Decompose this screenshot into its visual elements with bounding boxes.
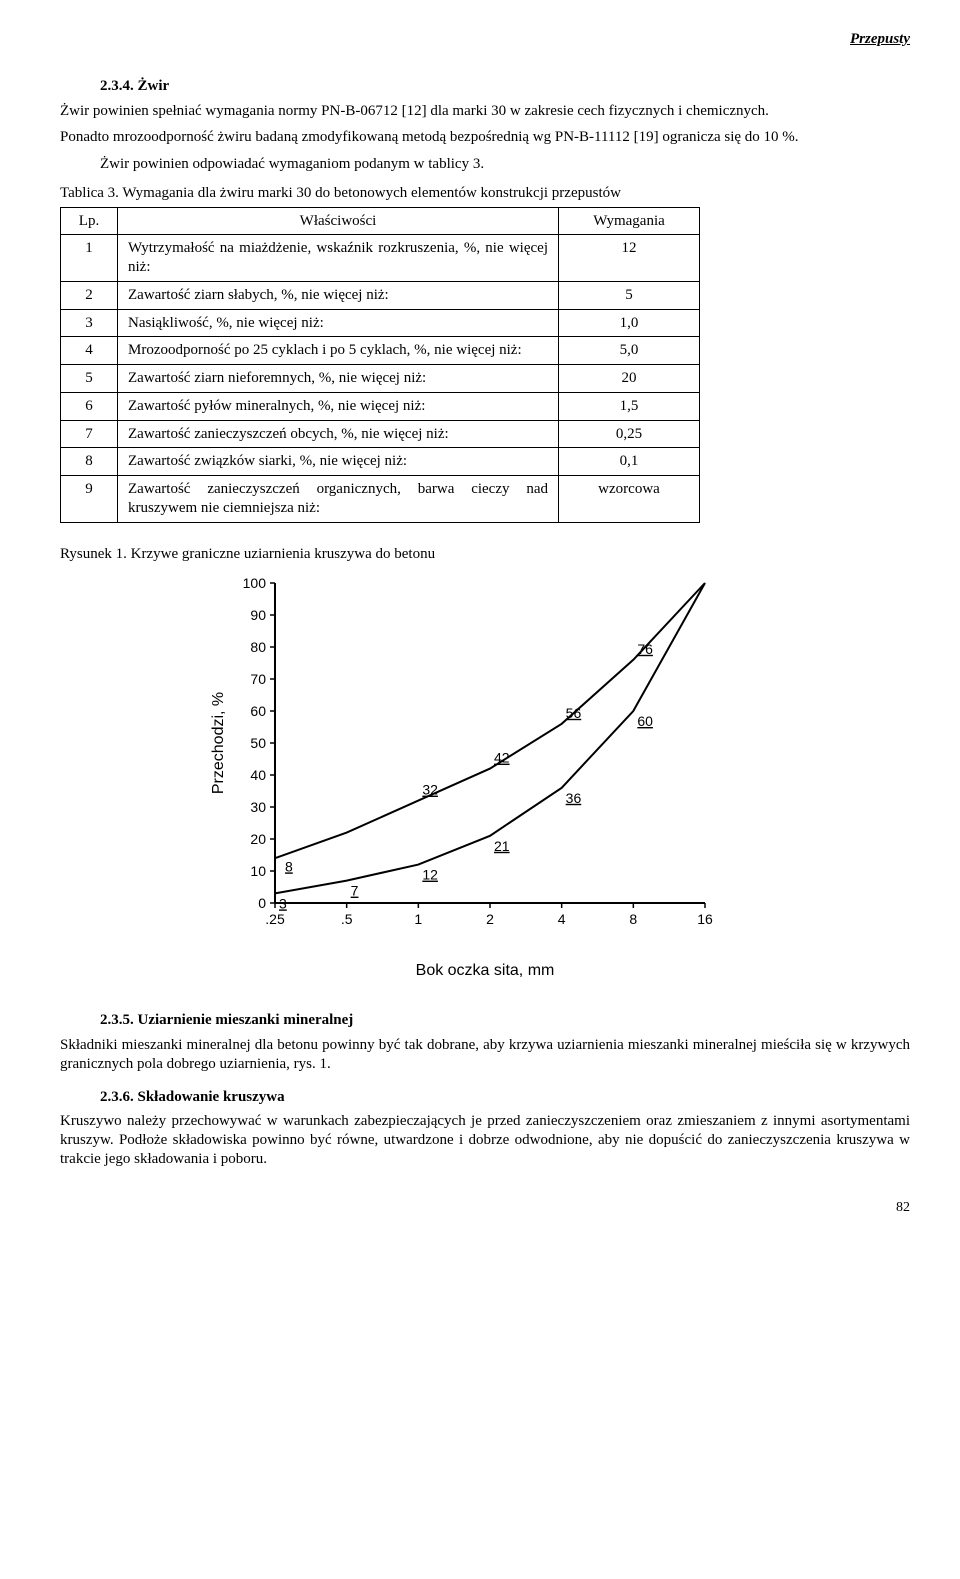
table-row: 6Zawartość pyłów mineralnych, %, nie wię…	[61, 392, 700, 420]
heading-2-3-6: 2.3.6. Składowanie kruszywa	[100, 1088, 910, 1107]
table-row: 9Zawartość zanieczyszczeń organicznych, …	[61, 476, 700, 523]
table3-caption: Tablica 3. Wymagania dla żwiru marki 30 …	[60, 184, 910, 203]
table3-head-lp: Lp.	[61, 207, 118, 235]
svg-text:90: 90	[250, 607, 266, 623]
para-2-3-4-1: Żwir powinien spełniać wymagania normy P…	[60, 102, 910, 121]
svg-text:3: 3	[279, 896, 287, 912]
svg-text:60: 60	[637, 713, 653, 729]
table-row: 8Zawartość związków siarki, %, nie więce…	[61, 448, 700, 476]
table3-cell-lp: 9	[61, 476, 118, 523]
page-number: 82	[60, 1199, 910, 1217]
table3-head-prop: Właściwości	[118, 207, 559, 235]
table3-cell-prop: Wytrzymałość na miażdżenie, wskaźnik roz…	[118, 235, 559, 282]
table3-cell-val: 12	[559, 235, 700, 282]
table3-cell-val: 0,1	[559, 448, 700, 476]
svg-text:.25: .25	[265, 911, 285, 927]
para-2-3-6-1: Kruszywo należy przechowywać w warunkach…	[60, 1112, 910, 1168]
svg-text:4: 4	[558, 911, 566, 927]
svg-text:8: 8	[629, 911, 637, 927]
svg-text:12: 12	[422, 867, 438, 883]
svg-text:8: 8	[285, 859, 293, 875]
table3-cell-val: 20	[559, 365, 700, 393]
figure1-caption: Rysunek 1. Krzywe graniczne uziarnienia …	[60, 545, 910, 564]
table3-cell-prop: Zawartość zanieczyszczeń obcych, %, nie …	[118, 420, 559, 448]
table-row: 2Zawartość ziarn słabych, %, nie więcej …	[61, 281, 700, 309]
table3: Lp. Właściwości Wymagania 1Wytrzymałość …	[60, 207, 700, 523]
para-2-3-5-1: Składniki mieszanki mineralnej dla beton…	[60, 1036, 910, 1074]
table3-cell-val: 5,0	[559, 337, 700, 365]
table3-cell-prop: Zawartość pyłów mineralnych, %, nie więc…	[118, 392, 559, 420]
svg-text:40: 40	[250, 767, 266, 783]
table3-cell-lp: 8	[61, 448, 118, 476]
svg-text:20: 20	[250, 831, 266, 847]
table3-cell-lp: 6	[61, 392, 118, 420]
svg-text:7: 7	[351, 883, 359, 899]
svg-text:2: 2	[486, 911, 494, 927]
table3-cell-prop: Nasiąkliwość, %, nie więcej niż:	[118, 309, 559, 337]
table3-head-val: Wymagania	[559, 207, 700, 235]
table3-cell-lp: 2	[61, 281, 118, 309]
svg-text:42: 42	[494, 750, 510, 766]
table3-cell-val: 5	[559, 281, 700, 309]
svg-text:1: 1	[414, 911, 422, 927]
para-2-3-4-3: Żwir powinien odpowiadać wymaganiom poda…	[60, 155, 910, 174]
svg-text:76: 76	[637, 641, 653, 657]
table3-cell-prop: Mrozoodporność po 25 cyklach i po 5 cykl…	[118, 337, 559, 365]
svg-text:70: 70	[250, 671, 266, 687]
table-row: 1Wytrzymałość na miażdżenie, wskaźnik ro…	[61, 235, 700, 282]
heading-2-3-4: 2.3.4. Żwir	[100, 77, 910, 96]
figure1-xlabel: Bok oczka sita, mm	[205, 961, 765, 981]
table-row: 7Zawartość zanieczyszczeń obcych, %, nie…	[61, 420, 700, 448]
svg-text:100: 100	[243, 575, 267, 591]
table3-cell-val: 0,25	[559, 420, 700, 448]
doc-title-header: Przepusty	[60, 30, 910, 49]
table3-cell-lp: 3	[61, 309, 118, 337]
table3-cell-prop: Zawartość związków siarki, %, nie więcej…	[118, 448, 559, 476]
table3-cell-prop: Zawartość ziarn nieforemnych, %, nie wię…	[118, 365, 559, 393]
table3-cell-lp: 5	[61, 365, 118, 393]
table3-cell-lp: 4	[61, 337, 118, 365]
table3-cell-lp: 7	[61, 420, 118, 448]
svg-text:16: 16	[697, 911, 713, 927]
svg-text:32: 32	[422, 782, 438, 798]
table3-cell-lp: 1	[61, 235, 118, 282]
heading-2-3-5: 2.3.5. Uziarnienie mieszanki mineralnej	[100, 1011, 910, 1030]
svg-text:36: 36	[566, 790, 582, 806]
table3-cell-val: 1,0	[559, 309, 700, 337]
svg-text:50: 50	[250, 735, 266, 751]
svg-text:56: 56	[566, 705, 582, 721]
svg-text:.5: .5	[341, 911, 353, 927]
table-row: 5Zawartość ziarn nieforemnych, %, nie wi…	[61, 365, 700, 393]
para-2-3-4-2: Ponadto mrozoodporność żwiru badaną zmod…	[60, 128, 910, 147]
svg-text:21: 21	[494, 838, 510, 854]
table3-cell-val: wzorcowa	[559, 476, 700, 523]
table3-cell-prop: Zawartość ziarn słabych, %, nie więcej n…	[118, 281, 559, 309]
svg-text:30: 30	[250, 799, 266, 815]
svg-text:80: 80	[250, 639, 266, 655]
figure1-chart: 0102030405060708090100.25.5124816Przecho…	[205, 573, 765, 981]
svg-text:Przechodzi, %: Przechodzi, %	[210, 692, 227, 794]
table-row: 3Nasiąkliwość, %, nie więcej niż:1,0	[61, 309, 700, 337]
table3-cell-prop: Zawartość zanieczyszczeń organicznych, b…	[118, 476, 559, 523]
svg-text:60: 60	[250, 703, 266, 719]
table3-cell-val: 1,5	[559, 392, 700, 420]
svg-text:10: 10	[250, 863, 266, 879]
svg-text:0: 0	[258, 895, 266, 911]
table-row: 4Mrozoodporność po 25 cyklach i po 5 cyk…	[61, 337, 700, 365]
